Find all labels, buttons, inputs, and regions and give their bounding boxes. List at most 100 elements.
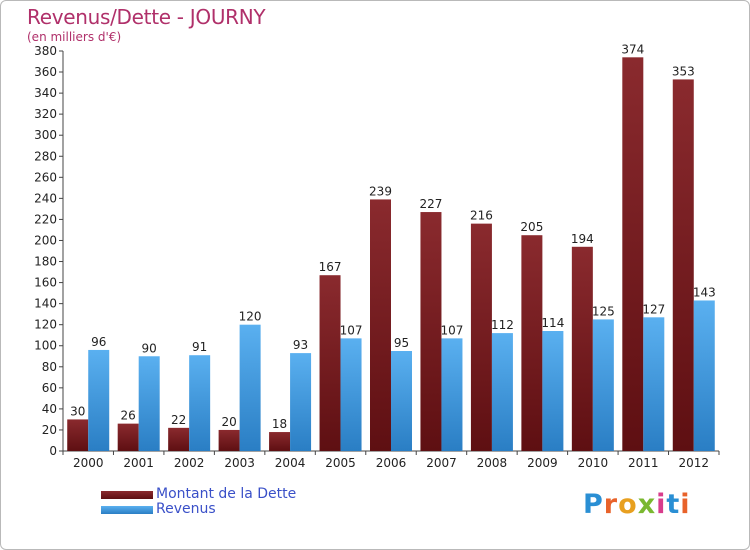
y-tick-label: 360: [34, 65, 57, 79]
y-tick-label: 280: [34, 149, 57, 163]
bar-revenue: [239, 324, 261, 451]
bar-debt: [672, 79, 694, 451]
y-tick-label: 100: [34, 339, 57, 353]
logo-letter: P: [583, 489, 604, 520]
bar-revenue: [592, 319, 614, 451]
proxiti-logo: Proxiti: [583, 489, 691, 520]
data-label-debt: 18: [272, 417, 287, 431]
y-tick-label: 120: [34, 318, 57, 332]
data-label-debt: 227: [420, 197, 443, 211]
y-tick-label: 60: [42, 381, 57, 395]
y-tick-label: 340: [34, 86, 57, 100]
x-tick-label: 2011: [628, 456, 659, 470]
data-label-debt: 26: [121, 409, 136, 423]
y-tick-label: 0: [49, 444, 57, 458]
x-tick-label: 2012: [678, 456, 709, 470]
y-tick-label: 200: [34, 233, 57, 247]
data-label-revenue: 114: [541, 316, 564, 330]
x-tick-label: 2001: [123, 456, 154, 470]
y-tick-label: 300: [34, 128, 57, 142]
y-tick-label: 220: [34, 212, 57, 226]
x-tick-label: 2003: [224, 456, 255, 470]
bar-revenue: [290, 353, 312, 451]
y-tick-label: 380: [34, 44, 57, 58]
bar-debt: [168, 427, 190, 451]
bar-debt: [571, 246, 593, 451]
data-label-debt: 205: [520, 220, 543, 234]
y-tick-label: 160: [34, 276, 57, 290]
y-tick-label: 260: [34, 170, 57, 184]
chart-subtitle: (en milliers d'€): [27, 30, 122, 44]
logo-letter: t: [666, 489, 681, 520]
data-label-debt: 239: [369, 184, 392, 198]
data-label-debt: 30: [70, 404, 85, 418]
legend-label-revenue: Revenus: [156, 501, 216, 517]
data-label-revenue: 120: [239, 310, 262, 324]
x-tick-label: 2005: [325, 456, 356, 470]
data-label-debt: 374: [621, 42, 644, 56]
y-tick-label: 240: [34, 191, 57, 205]
logo-letter: r: [603, 489, 619, 520]
x-tick-label: 2004: [275, 456, 306, 470]
x-tick-label: 2006: [376, 456, 407, 470]
data-label-revenue: 93: [293, 338, 308, 352]
data-label-revenue: 125: [592, 304, 615, 318]
bar-revenue: [441, 338, 463, 451]
logo-letter: o: [618, 489, 638, 520]
bar-revenue: [138, 356, 160, 451]
data-label-debt: 22: [171, 413, 186, 427]
bar-debt: [622, 57, 644, 451]
bar-revenue: [693, 300, 715, 451]
bar-revenue: [643, 317, 665, 451]
data-label-debt: 20: [221, 415, 236, 429]
bar-debt: [521, 235, 543, 451]
x-tick-label: 2008: [477, 456, 508, 470]
x-tick-label: 2000: [73, 456, 104, 470]
x-tick-label: 2010: [578, 456, 609, 470]
bar-revenue: [542, 331, 564, 451]
bar-debt: [117, 423, 139, 451]
bar-debt: [470, 223, 492, 451]
data-label-revenue: 107: [340, 323, 363, 337]
x-tick-label: 2002: [174, 456, 205, 470]
y-tick-label: 40: [42, 402, 57, 416]
bar-debt: [218, 429, 240, 451]
bar-debt: [370, 199, 391, 451]
data-label-revenue: 96: [91, 335, 106, 349]
data-label-debt: 216: [470, 209, 493, 223]
data-label-revenue: 95: [394, 336, 409, 350]
bar-revenue: [391, 351, 412, 451]
bar-debt: [67, 419, 89, 451]
y-tick-label: 320: [34, 107, 57, 121]
bar-debt: [269, 432, 291, 451]
logo-letter: i: [656, 489, 667, 520]
data-label-revenue: 127: [642, 302, 665, 316]
legend-swatch-debt: [101, 491, 153, 499]
logo-letter: i: [680, 489, 691, 520]
bar-revenue: [340, 338, 362, 451]
data-label-debt: 194: [571, 232, 594, 246]
y-tick-label: 20: [42, 423, 57, 437]
legend-swatch-revenue: [101, 506, 153, 514]
legend-label-debt: Montant de la Dette: [156, 486, 297, 502]
bar-debt: [319, 275, 341, 451]
data-label-revenue: 90: [142, 341, 157, 355]
y-tick-label: 140: [34, 297, 57, 311]
logo-letter: x: [637, 489, 657, 520]
data-label-revenue: 91: [192, 340, 207, 354]
data-label-debt: 167: [319, 260, 342, 274]
chart-title: Revenus/Dette - JOURNY: [27, 5, 266, 29]
data-label-revenue: 107: [441, 323, 464, 337]
data-label-debt: 353: [672, 64, 695, 78]
x-tick-label: 2009: [527, 456, 558, 470]
bar-revenue: [88, 349, 110, 451]
y-tick-label: 180: [34, 255, 57, 269]
data-label-revenue: 143: [693, 285, 716, 299]
x-tick-label: 2007: [426, 456, 457, 470]
bar-revenue: [189, 355, 211, 451]
y-tick-label: 80: [42, 360, 57, 374]
data-label-revenue: 112: [491, 318, 514, 332]
bar-revenue: [491, 333, 513, 451]
